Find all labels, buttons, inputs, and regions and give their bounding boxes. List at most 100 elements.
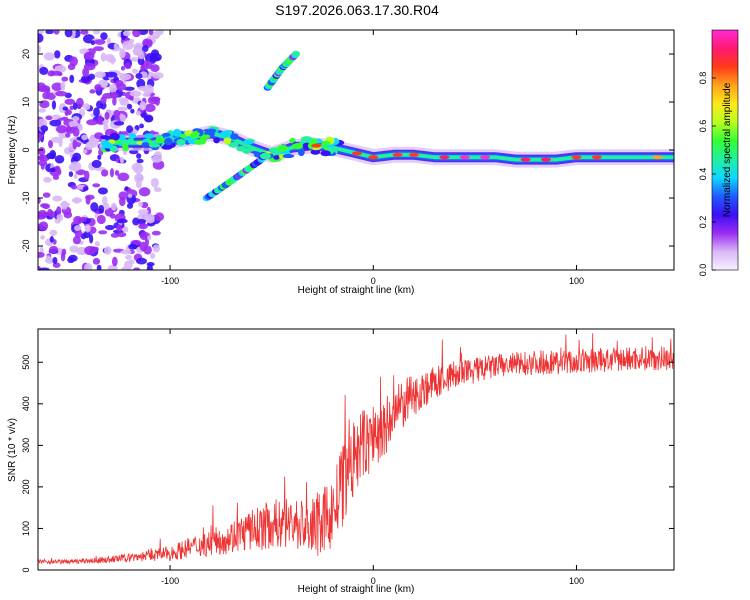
spectrogram-noise-blob: [64, 98, 76, 105]
snr-x-label: Height of straight line (km): [298, 584, 415, 595]
spectrogram-hot-spot: [540, 157, 551, 162]
spectrogram-noise-blob: [40, 125, 49, 132]
spectrogram-hot-spot: [311, 143, 322, 148]
spectrogram-noise-blob: [68, 120, 79, 127]
spectrogram-noise-blob: [60, 200, 69, 210]
spectrogram-noise-blob: [52, 195, 63, 202]
spectrogram-noise-blob: [96, 264, 102, 270]
spectrogram-noise-blob: [119, 72, 125, 80]
spectrogram-noise-blob: [42, 192, 51, 198]
spectrogram-noise-blob: [49, 245, 59, 254]
spectrogram-noise-blob: [119, 156, 125, 164]
spectrogram-noise-blob: [97, 115, 103, 125]
spectrogram-noise-blob: [49, 229, 58, 236]
spectrogram-noise-blob: [153, 187, 162, 193]
spectrogram-noise-blob: [38, 251, 45, 258]
spectrogram-noise-blob: [39, 66, 49, 75]
snr-axes: -100 0 100 0 100 200 300 400 500: [21, 329, 674, 586]
colorbar-tick-label: 0.8: [698, 72, 708, 85]
spectrogram-noise-blob: [103, 246, 112, 255]
colorbar: 0.0 0.2 0.4 0.6 0.8 Normalized spectral ampl…: [698, 29, 739, 276]
spectrogram-noise-blob: [54, 154, 65, 164]
spectrogram-noise-blob: [132, 68, 138, 74]
spectrogram-noise-blob: [56, 213, 64, 222]
spectrogram-ridge-blob: [155, 137, 168, 143]
snr-y-tick-label: 300: [21, 438, 31, 453]
spectrogram-noise-blob: [76, 97, 84, 108]
spectrogram-x-tick-label: 100: [569, 276, 584, 286]
spectrogram-noise-blob: [69, 74, 75, 84]
spectrogram-y-tick-label: -20: [21, 239, 31, 252]
spectrogram-ridge-blob: [230, 133, 239, 140]
spectrogram-ridge-blob: [223, 137, 232, 145]
spectrogram-hot-spot: [408, 152, 419, 157]
spectrogram-noise-blob: [45, 89, 51, 94]
spectrogram-noise-blob: [118, 97, 129, 103]
spectrogram-hot-spot: [392, 152, 403, 157]
spectrogram-noise-blob: [123, 260, 133, 270]
spectrogram-noise-blob: [61, 76, 69, 82]
spectrogram-y-tick-label: -10: [21, 191, 31, 204]
spectrogram-noise-blob: [147, 35, 159, 40]
spectrogram-noise-blob: [94, 84, 102, 91]
spectrogram-noise-blob: [117, 232, 127, 238]
spectrogram-noise-blob: [54, 65, 67, 73]
spectrogram-noise-blob: [117, 172, 130, 182]
spectrogram-noise-blob: [151, 155, 163, 163]
spectrogram-noise-blob: [84, 262, 93, 270]
spectrogram-noise-blob: [38, 44, 41, 54]
spectrogram-noise-blob: [102, 92, 113, 99]
spectrogram-y-tick-label: 10: [21, 97, 31, 107]
spectrogram-ridge-blob: [276, 144, 289, 152]
spectrogram-noise-blob: [135, 110, 141, 116]
snr-x-tick-label: 0: [371, 576, 376, 586]
snr-series-line: [38, 333, 674, 565]
spectrogram-noise-blob: [42, 203, 50, 210]
spectrogram-noise-blob: [97, 154, 102, 160]
spectrogram-noise-blob: [92, 246, 99, 252]
colorbar-gradient: [712, 30, 738, 270]
spectrogram-noise-blob: [94, 71, 106, 79]
spectrogram-x-tick-label: 0: [371, 276, 376, 286]
spectrogram-noise-blob: [150, 177, 159, 188]
spectrogram-noise-blob: [124, 62, 132, 70]
spectrogram-noise-blob: [133, 49, 140, 55]
spectrogram-x-tick-label: -100: [161, 276, 179, 286]
spectrogram-ridge-blob: [307, 142, 315, 150]
colorbar-tick-label: 0.4: [698, 168, 708, 181]
snr-frame: [37, 328, 675, 571]
spectrogram-noise-blob: [137, 51, 145, 60]
spectrogram-ridge-blob: [282, 153, 295, 159]
spectrogram-ridge-blob: [109, 132, 120, 141]
colorbar-label: Normalized spectral amplitude: [722, 82, 733, 217]
spectrogram-noise-blob: [136, 153, 142, 159]
snr-y-tick-label: 0: [21, 567, 31, 572]
spectrogram-noise-blob: [92, 183, 101, 188]
snr-x-tick-label: 100: [569, 576, 584, 586]
spectrogram-noise-blob: [101, 169, 109, 177]
spectrogram-noise-blob: [45, 115, 53, 121]
spectrogram-noise-blob: [113, 121, 125, 126]
spectrogram-x-label: Height of straight line (km): [298, 285, 415, 296]
spectrogram-noise-blob: [112, 96, 117, 106]
spectrogram-hot-spot: [652, 155, 663, 160]
spectrogram-ridge-blob: [100, 140, 110, 147]
spectrogram-noise-blob: [60, 81, 66, 91]
snr-y-tick-label: 100: [21, 521, 31, 536]
spectrogram-ridge-blob: [220, 130, 232, 138]
spectrogram-ridge-blob: [291, 143, 304, 150]
spectrogram-noise-blob: [51, 70, 62, 76]
spectrogram-noise-blob: [126, 103, 133, 110]
spectrogram-noise-blob: [43, 176, 52, 183]
spectrogram-ridge-blob: [148, 143, 161, 148]
spectrogram-noise-blob: [118, 191, 128, 201]
spectrogram-noise-blob: [65, 132, 71, 138]
spectrogram-noise-blob: [86, 119, 98, 126]
spectrogram-ridge-blob: [114, 139, 122, 144]
spectrogram-ridge-blob: [310, 149, 321, 155]
spectrogram-noise-blob: [64, 30, 73, 38]
spectrogram-noise-blob: [120, 249, 132, 255]
spectrogram-marks: [38, 30, 674, 270]
spectrogram-noise-blob: [148, 30, 154, 36]
spectrogram-noise-blob: [117, 218, 128, 224]
